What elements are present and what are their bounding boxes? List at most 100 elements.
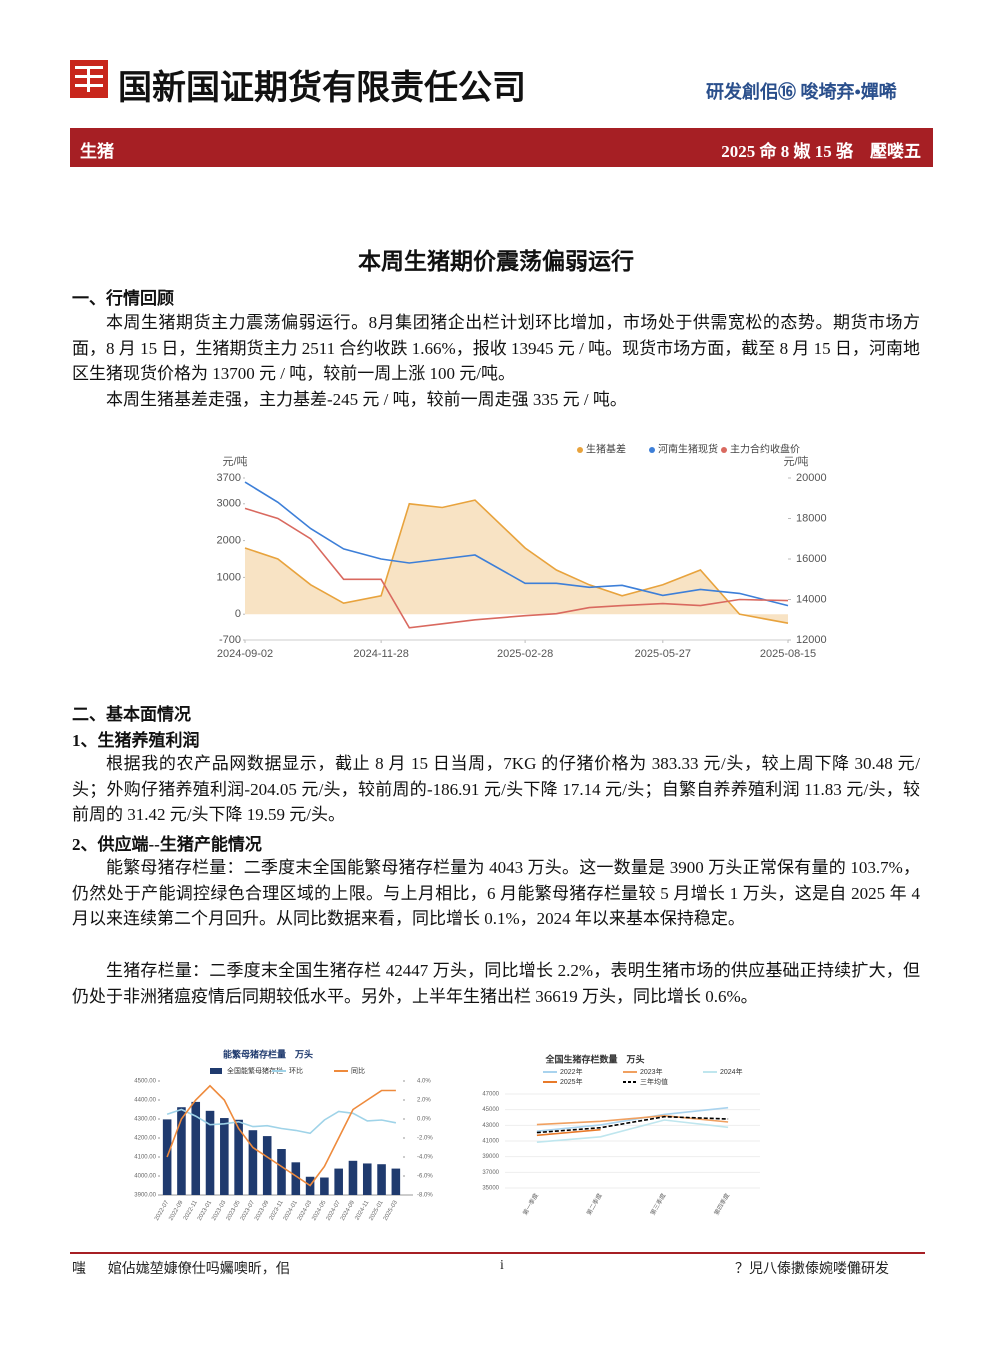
series-line [536,1115,729,1134]
legend-label: 2022年 [560,1067,583,1076]
y-tick-label: 4300.00 [134,1117,156,1123]
y-tick-label: 47000 [482,1092,499,1098]
x-tick-label: 2025-05-27 [635,648,691,660]
y2-tick-label: 16000 [796,553,827,565]
logo [70,60,108,98]
bar [291,1162,301,1195]
y-tick-label: 4400.00 [134,1098,156,1104]
bar [262,1136,272,1195]
footer-page: i [500,1258,504,1273]
y-tick-label: 0 [235,608,241,620]
company-name: 国新国证期货有限责任公司 [118,68,526,108]
y-tick-label: -700 [219,634,241,646]
x-tick-label: 第二季度 [585,1192,604,1217]
series-line [536,1128,601,1137]
bar [234,1119,243,1195]
y-tick-label: 35000 [482,1186,499,1192]
doc-title: 本周生猪期价震荡偏弱运行 [358,249,634,274]
paragraph: 本周生猪基差走强，主力基差-245 元 / 吨，较前一周走强 335 元 / 吨… [106,390,627,409]
footer-rule [70,1252,925,1254]
x-tick-label: 2024-11-28 [353,648,408,660]
subsection-heading: 1、生猪养殖利润 [72,731,200,750]
x-tick-label: 2025-03 [383,1199,400,1222]
legend-label: 同比 [351,1066,365,1075]
paragraph: 生猪存栏量：二季度末全国生猪存栏 42447 万头，同比增长 2.2%，表明生猪… [72,961,920,1006]
y-tick-label: 4100.00 [134,1155,156,1161]
y-tick-label: 3000 [217,498,241,510]
x-tick-label: 第四季度 [712,1192,731,1217]
chart-title: 全国生猪存栏数量 万头 [544,1053,644,1064]
banner-right: 2025 命 8 婌 15 骆 壓喽五 [721,142,921,161]
y-tick-label: 4000.00 [134,1174,156,1180]
y-tick-label: 3900.00 [134,1193,156,1199]
banner: 生猪 2025 命 8 婌 15 骆 壓喽五 [70,128,933,167]
chart: 全国生猪存栏数量 万头 2022年 2023年 2024年 2025年 三年均值 35000… [482,1053,760,1217]
y-tick-label: 2000 [217,534,241,546]
chart: -700 0 1000 2000 3000 3700 12000 14000 16000 1800… [217,443,827,660]
y-tick-label: 1000 [217,571,241,583]
legend-label: 生猪基差 [586,443,626,456]
x-tick-label: 2025-02-28 [497,648,553,660]
y2-tick-label: 14000 [796,593,827,605]
legend-label: 2024年 [720,1067,743,1076]
slogan: 研发創佀⑯ 唆埼弃•嬋唏 [706,82,897,102]
series-line [536,1119,729,1143]
legend-swatch [721,447,727,453]
bar [177,1107,186,1195]
footer-left: 嗤堰⃛婠佔娏堃嫝僚仕吗孎噢昕，佀 [72,1262,290,1277]
bar [377,1164,386,1195]
x-tick-label: 第三季度 [649,1192,668,1217]
series-line [244,507,789,629]
y-tick-label: 41000 [482,1139,499,1145]
legend-label: 全国能繁母猪存栏 [227,1066,283,1075]
y2-tick-label: -2.0% [417,1136,433,1142]
bar [320,1177,329,1195]
legend-label: 2023年 [640,1067,663,1076]
subsection-heading: 2、供应端--生猪产能情况 [72,835,262,854]
y-tick-label: 43000 [482,1123,499,1129]
y-tick-label: 37000 [482,1170,499,1176]
legend-swatch [210,1068,222,1074]
y-tick-label: 39000 [482,1154,499,1160]
series-line [536,1114,729,1126]
chart-title: 能繁母猪存栏量 万头 [223,1048,313,1059]
series-line [244,481,789,607]
series-line [166,1084,396,1187]
series-line [536,1106,729,1132]
y2-tick-label: 0.0% [417,1117,431,1123]
x-tick-label: 第一季度 [521,1192,540,1217]
y2-tick-label: -4.0% [417,1155,433,1161]
y2-tick-label: 18000 [796,512,827,524]
footer-right: ？児八傣擻傣婉喽儺研发 [735,1262,889,1277]
y2-tick-label: -6.0% [417,1174,433,1180]
legend-label: 河南生猪现货 [658,443,718,456]
section-heading: 一、行情回顾 [72,289,174,308]
bar [220,1118,229,1195]
legend-label: 2025年 [560,1077,583,1086]
series-line [244,499,789,624]
x-tick-label: 2024-09-02 [217,648,273,660]
plot-bg [245,478,788,640]
y2-tick-label: 4.0% [417,1079,431,1085]
y2-tick-label: 2.0% [417,1098,431,1104]
x-tick-label: 2025-08-15 [760,648,816,660]
bar [248,1130,258,1195]
paragraph: 能繁母猪存栏量：二季度末全国能繁母猪存栏量为 4043 万头。这一数量是 390… [72,858,920,929]
y-tick-label: 4500.00 [134,1079,156,1085]
y2-axis-label: 元/吨 [783,455,808,468]
bar [191,1101,201,1195]
legend-label: 主力合约收盘价 [730,443,800,456]
bar [205,1110,215,1195]
bar [334,1168,343,1195]
y2-tick-label: 12000 [796,634,827,646]
y2-tick-label: -8.0% [417,1193,433,1199]
legend-label: 环比 [289,1066,303,1075]
y-tick-label: 45000 [482,1107,499,1113]
banner-left: 生猪 [80,142,114,161]
bar [391,1168,401,1195]
section-heading: 二、基本面情况 [72,705,191,724]
paragraph: 本周生猪期货主力震荡偏弱运行。8月集团猪企出栏计划环比增加，市场处于供需宽松的态… [72,313,920,384]
y-axis-label: 元/吨 [222,455,247,468]
